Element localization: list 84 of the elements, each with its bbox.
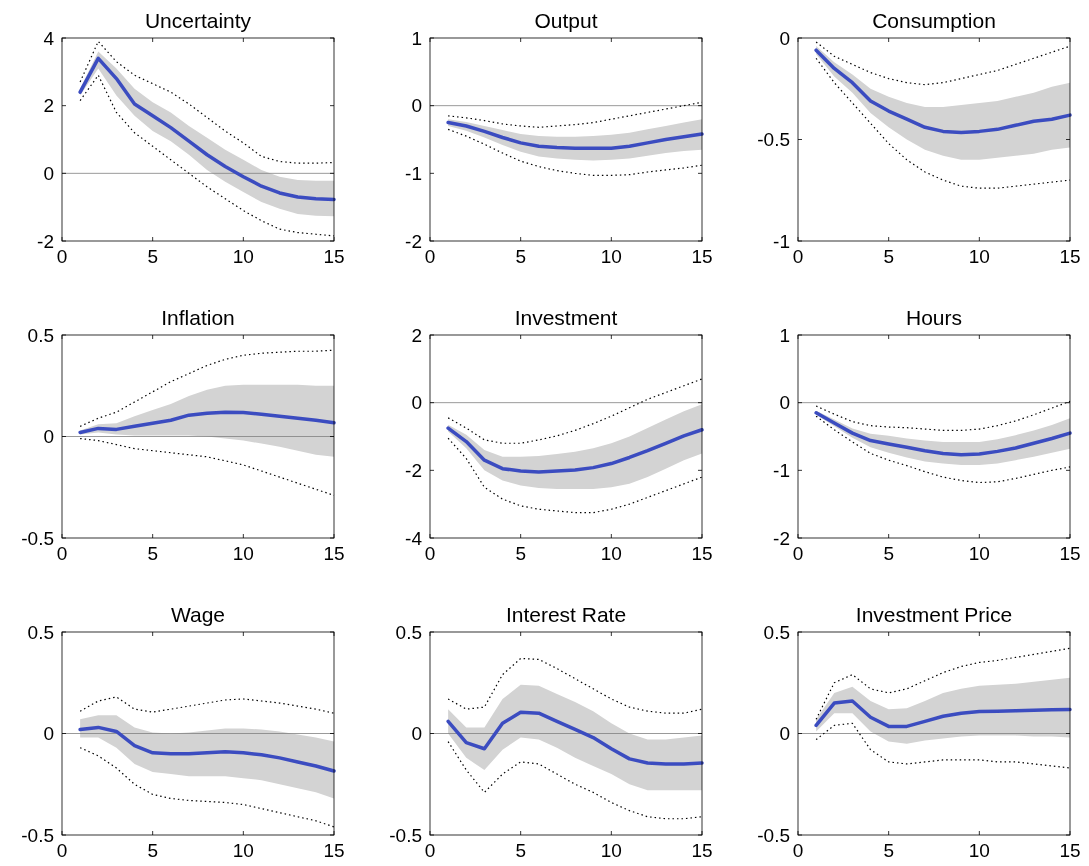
x-tick-label: 0 <box>56 246 68 267</box>
chart-title: Investment Price <box>855 603 1013 626</box>
y-tick-label: -2 <box>405 459 422 481</box>
x-tick-label: 10 <box>600 840 622 861</box>
chart-title: Consumption <box>872 9 996 32</box>
x-tick-label: 5 <box>515 840 526 861</box>
x-tick-label: 5 <box>147 543 158 564</box>
y-tick-label: -1 <box>773 459 790 481</box>
line-series <box>814 48 1072 135</box>
line-series <box>446 426 704 474</box>
y-tick-label: -0.5 <box>389 824 422 846</box>
y-tick-label: 0 <box>779 723 790 745</box>
y-tick-label: -1 <box>773 230 790 252</box>
x-tick-label: 15 <box>1059 246 1081 267</box>
y-tick-label: -2 <box>37 230 54 252</box>
x-tick-label: 10 <box>968 246 990 267</box>
x-tick-label: 0 <box>424 543 436 564</box>
x-tick-label: 15 <box>323 543 345 564</box>
x-tick-label: 10 <box>232 543 254 564</box>
y-tick-label: 0 <box>43 426 54 448</box>
x-tick-label: 10 <box>600 246 622 267</box>
x-tick-label: 5 <box>147 246 158 267</box>
y-tick-label: -0.5 <box>757 129 790 151</box>
x-tick-label: 15 <box>691 246 713 267</box>
y-tick-label: 0.5 <box>27 621 54 643</box>
y-tick-label: -0.5 <box>757 824 790 846</box>
chart-title: Interest Rate <box>505 603 627 626</box>
x-tick-label: 10 <box>968 543 990 564</box>
chart-title: Investment <box>514 306 618 329</box>
y-tick-label: 0 <box>411 723 422 745</box>
chart-title: Output <box>534 9 598 32</box>
x-tick-label: 10 <box>232 840 254 861</box>
line-series <box>814 699 1072 729</box>
y-tick-label: 0.5 <box>763 621 790 643</box>
x-tick-label: 5 <box>147 840 158 861</box>
x-tick-label: 5 <box>883 246 894 267</box>
x-tick-label: 10 <box>600 543 622 564</box>
chart-title: Inflation <box>161 306 235 329</box>
x-tick-label: 15 <box>1059 543 1081 564</box>
line-series <box>446 120 704 151</box>
y-tick-label: 0 <box>43 162 54 184</box>
y-tick-label: -2 <box>405 230 422 252</box>
x-tick-label: 0 <box>56 543 68 564</box>
chart-title: Uncertainty <box>144 9 252 32</box>
y-tick-label: 0 <box>411 95 422 117</box>
x-tick-label: 15 <box>1059 840 1081 861</box>
x-tick-label: 5 <box>883 840 894 861</box>
line-series <box>78 725 336 773</box>
y-tick-label: -0.5 <box>21 824 54 846</box>
y-tick-label: 0.5 <box>27 324 54 346</box>
y-tick-label: 2 <box>43 95 54 117</box>
x-tick-label: 5 <box>883 543 894 564</box>
x-tick-label: 10 <box>232 246 254 267</box>
x-tick-label: 0 <box>792 543 804 564</box>
x-tick-label: 5 <box>515 543 526 564</box>
y-tick-label: 1 <box>779 324 790 346</box>
x-tick-label: 15 <box>691 543 713 564</box>
x-tick-label: 10 <box>968 840 990 861</box>
line-series <box>78 410 336 435</box>
line-series <box>814 411 1072 457</box>
x-tick-label: 0 <box>424 840 436 861</box>
x-tick-label: 15 <box>691 840 713 861</box>
y-tick-label: 0 <box>43 723 54 745</box>
y-tick-label: 0.5 <box>395 621 422 643</box>
x-tick-label: 0 <box>56 840 68 861</box>
y-tick-label: -0.5 <box>21 527 54 549</box>
y-tick-label: 0 <box>411 392 422 414</box>
x-tick-label: 15 <box>323 246 345 267</box>
x-tick-label: 5 <box>515 246 526 267</box>
y-tick-label: 2 <box>411 324 422 346</box>
x-tick-label: 15 <box>323 840 345 861</box>
y-tick-label: -1 <box>405 162 422 184</box>
x-tick-label: 0 <box>792 246 804 267</box>
chart-title: Wage <box>170 603 226 626</box>
chart-title: Hours <box>905 306 963 329</box>
x-tick-label: 0 <box>424 246 436 267</box>
x-tick-label: 0 <box>792 840 804 861</box>
y-tick-label: -4 <box>405 527 423 549</box>
y-tick-label: 1 <box>411 27 422 49</box>
line-series <box>446 710 704 766</box>
y-tick-label: 0 <box>779 392 790 414</box>
y-tick-label: 0 <box>779 27 790 49</box>
y-tick-label: 4 <box>43 27 55 49</box>
y-tick-label: -2 <box>773 527 790 549</box>
